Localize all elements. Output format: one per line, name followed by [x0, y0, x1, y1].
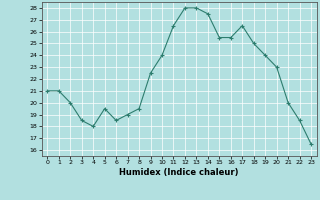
- X-axis label: Humidex (Indice chaleur): Humidex (Indice chaleur): [119, 168, 239, 177]
